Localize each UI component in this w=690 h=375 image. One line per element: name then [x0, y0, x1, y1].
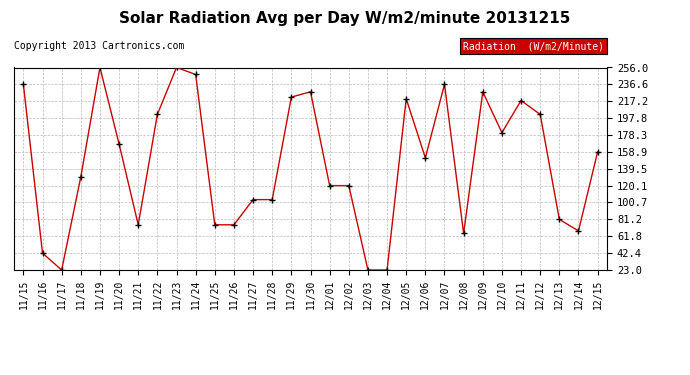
- Text: Radiation  (W/m2/Minute): Radiation (W/m2/Minute): [463, 41, 604, 51]
- Text: Solar Radiation Avg per Day W/m2/minute 20131215: Solar Radiation Avg per Day W/m2/minute …: [119, 11, 571, 26]
- Text: Copyright 2013 Cartronics.com: Copyright 2013 Cartronics.com: [14, 41, 184, 51]
